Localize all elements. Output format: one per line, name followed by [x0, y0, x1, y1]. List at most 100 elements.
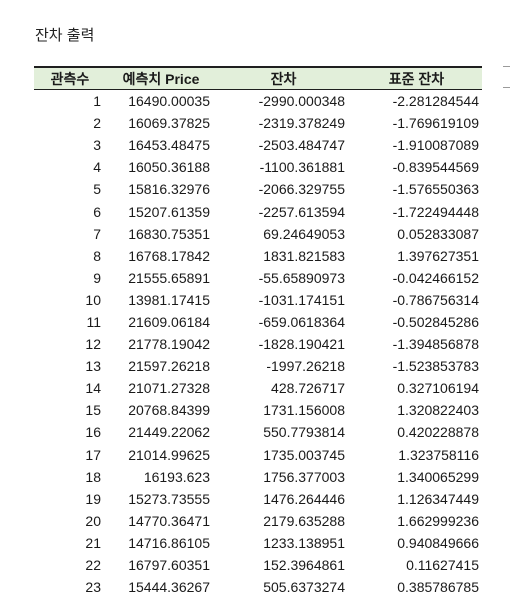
residual-cell[interactable]: 1756.377003 — [216, 466, 351, 488]
observation-cell[interactable]: 4 — [34, 156, 106, 178]
observation-cell[interactable]: 6 — [34, 200, 106, 222]
observation-cell[interactable]: 17 — [34, 444, 106, 466]
predicted-price-cell[interactable]: 16490.00035 — [106, 90, 216, 113]
observation-cell[interactable]: 22 — [34, 554, 106, 576]
observation-cell[interactable]: 8 — [34, 245, 106, 267]
predicted-price-cell[interactable]: 21555.65891 — [106, 267, 216, 289]
predicted-price-cell[interactable]: 16193.623 — [106, 466, 216, 488]
standard-residual-cell[interactable]: -1.576550363 — [351, 178, 482, 200]
residual-cell[interactable]: 152.3964861 — [216, 554, 351, 576]
residual-cell[interactable]: 1476.264446 — [216, 488, 351, 510]
predicted-price-cell[interactable]: 21071.27328 — [106, 377, 216, 399]
observation-cell[interactable]: 3 — [34, 134, 106, 156]
residual-cell[interactable]: 428.726717 — [216, 377, 351, 399]
standard-residual-cell[interactable]: -0.502845286 — [351, 311, 482, 333]
residual-cell[interactable]: 1233.138951 — [216, 532, 351, 554]
residual-cell[interactable]: 1731.156008 — [216, 399, 351, 421]
observation-cell[interactable]: 16 — [34, 421, 106, 443]
standard-residual-cell[interactable]: 0.11627415 — [351, 554, 482, 576]
standard-residual-cell[interactable]: 0.327106194 — [351, 377, 482, 399]
residual-cell[interactable]: -1031.174151 — [216, 289, 351, 311]
predicted-price-cell[interactable]: 21014.99625 — [106, 444, 216, 466]
observation-cell[interactable]: 5 — [34, 178, 106, 200]
observation-cell[interactable]: 23 — [34, 576, 106, 598]
predicted-price-cell[interactable]: 21609.06184 — [106, 311, 216, 333]
header-residual[interactable]: 잔차 — [216, 67, 351, 90]
predicted-price-cell[interactable]: 21449.22062 — [106, 421, 216, 443]
standard-residual-cell[interactable]: 1.323758116 — [351, 444, 482, 466]
standard-residual-cell[interactable]: -1.523853783 — [351, 355, 482, 377]
predicted-price-cell[interactable]: 16830.75351 — [106, 223, 216, 245]
standard-residual-cell[interactable]: -1.910087089 — [351, 134, 482, 156]
predicted-price-cell[interactable]: 21778.19042 — [106, 333, 216, 355]
residual-cell[interactable]: -2257.613594 — [216, 200, 351, 222]
observation-cell[interactable]: 21 — [34, 532, 106, 554]
residual-cell[interactable]: 550.7793814 — [216, 421, 351, 443]
residual-cell[interactable]: -2319.378249 — [216, 112, 351, 134]
predicted-price-cell[interactable]: 21597.26218 — [106, 355, 216, 377]
standard-residual-cell[interactable]: 1.320822403 — [351, 399, 482, 421]
standard-residual-cell[interactable]: -0.839544569 — [351, 156, 482, 178]
observation-cell[interactable]: 2 — [34, 112, 106, 134]
standard-residual-cell[interactable]: 1.340065299 — [351, 466, 482, 488]
predicted-price-cell[interactable]: 15444.36267 — [106, 576, 216, 598]
residual-cell[interactable]: -55.65890973 — [216, 267, 351, 289]
standard-residual-cell[interactable]: 1.126347449 — [351, 488, 482, 510]
predicted-price-cell[interactable]: 14770.36471 — [106, 510, 216, 532]
observation-cell[interactable]: 18 — [34, 466, 106, 488]
standard-residual-cell[interactable]: 0.420228878 — [351, 421, 482, 443]
observation-cell[interactable]: 11 — [34, 311, 106, 333]
predicted-price-cell[interactable]: 15207.61359 — [106, 200, 216, 222]
standard-residual-cell[interactable]: 1.397627351 — [351, 245, 482, 267]
observation-cell[interactable]: 15 — [34, 399, 106, 421]
observation-cell[interactable]: 10 — [34, 289, 106, 311]
residual-cell[interactable]: 1831.821583 — [216, 245, 351, 267]
residual-cell[interactable]: 69.24649053 — [216, 223, 351, 245]
predicted-price-cell[interactable]: 15816.32976 — [106, 178, 216, 200]
residual-cell[interactable]: 2179.635288 — [216, 510, 351, 532]
predicted-price-cell[interactable]: 16797.60351 — [106, 554, 216, 576]
standard-residual-cell[interactable]: 0.940849666 — [351, 532, 482, 554]
header-observation[interactable]: 관측수 — [34, 67, 106, 90]
predicted-price-cell[interactable]: 16069.37825 — [106, 112, 216, 134]
standard-residual-cell[interactable]: -0.786756314 — [351, 289, 482, 311]
predicted-price-cell[interactable]: 16453.48475 — [106, 134, 216, 156]
standard-residual-cell[interactable]: -2.281284544 — [351, 90, 482, 113]
observation-cell[interactable]: 7 — [34, 223, 106, 245]
standard-residual-cell[interactable]: 0.052833087 — [351, 223, 482, 245]
residual-cell[interactable]: -659.0618364 — [216, 311, 351, 333]
observation-cell[interactable]: 14 — [34, 377, 106, 399]
residual-cell[interactable]: -2503.484747 — [216, 134, 351, 156]
residual-cell[interactable]: -2066.329755 — [216, 178, 351, 200]
observation-cell[interactable]: 12 — [34, 333, 106, 355]
standard-residual-cell[interactable]: 0.385786785 — [351, 576, 482, 598]
residual-cell[interactable]: 1735.003745 — [216, 444, 351, 466]
observation-cell[interactable]: 1 — [34, 90, 106, 113]
residual-cell[interactable]: -1828.190421 — [216, 333, 351, 355]
predicted-price-cell[interactable]: 20768.84399 — [106, 399, 216, 421]
residual-cell[interactable]: 505.6373274 — [216, 576, 351, 598]
standard-residual-cell[interactable]: -1.769619109 — [351, 112, 482, 134]
sheet-edge-marker — [503, 87, 510, 88]
predicted-price-cell[interactable]: 13981.17415 — [106, 289, 216, 311]
standard-residual-cell[interactable]: -1.722494448 — [351, 200, 482, 222]
predicted-price-cell[interactable]: 14716.86105 — [106, 532, 216, 554]
standard-residual-cell[interactable]: -0.042466152 — [351, 267, 482, 289]
observation-cell[interactable]: 13 — [34, 355, 106, 377]
predicted-price-cell[interactable]: 15273.73555 — [106, 488, 216, 510]
residual-cell[interactable]: -1997.26218 — [216, 355, 351, 377]
header-predicted-price[interactable]: 예측치 Price — [106, 67, 216, 90]
observation-cell[interactable]: 19 — [34, 488, 106, 510]
residual-cell[interactable]: -2990.000348 — [216, 90, 351, 113]
header-standard-residual[interactable]: 표준 잔차 — [351, 67, 482, 90]
observation-cell[interactable]: 9 — [34, 267, 106, 289]
predicted-price-cell[interactable]: 16050.36188 — [106, 156, 216, 178]
predicted-price-cell[interactable]: 16768.17842 — [106, 245, 216, 267]
residual-cell[interactable]: -1100.361881 — [216, 156, 351, 178]
observation-cell[interactable]: 20 — [34, 510, 106, 532]
standard-residual-cell[interactable]: -1.394856878 — [351, 333, 482, 355]
standard-residual-cell[interactable]: 1.662999236 — [351, 510, 482, 532]
